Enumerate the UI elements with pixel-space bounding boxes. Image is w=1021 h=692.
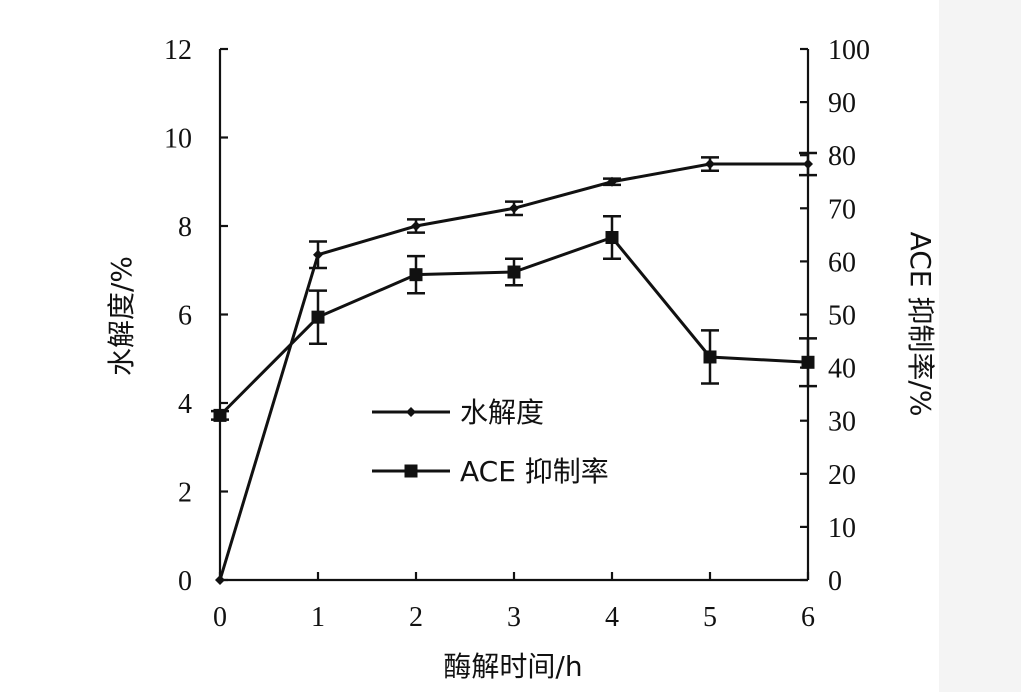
data-point	[803, 159, 813, 170]
series-layer	[211, 151, 817, 585]
data-point	[703, 350, 717, 364]
data-point	[215, 575, 225, 585]
x-tick-label: 0	[213, 602, 227, 633]
x-axis-title: 酶解时间/h	[443, 650, 582, 683]
background-strip	[939, 0, 1021, 692]
y-right-tick-label: 80	[828, 141, 856, 172]
x-tick-label: 1	[311, 602, 325, 633]
y-axis-left-title: 水解度/%	[105, 256, 138, 376]
legend: 水解度 ACE 抑制率	[372, 396, 609, 488]
data-point	[411, 221, 421, 231]
data-point	[311, 310, 325, 324]
y-right-tick-label: 10	[828, 513, 856, 544]
data-point	[313, 249, 323, 260]
x-tick-label: 6	[801, 602, 815, 633]
data-point	[607, 176, 617, 187]
y-left-tick-label: 12	[164, 35, 192, 66]
legend-marker	[406, 407, 416, 417]
y-right-tick-label: 60	[828, 247, 856, 278]
data-point	[507, 265, 521, 279]
x-tick-label: 5	[703, 602, 717, 633]
x-tick-label: 4	[605, 602, 619, 633]
data-point	[409, 268, 423, 282]
y-right-tick-label: 70	[828, 194, 856, 225]
y-left-tick-label: 10	[164, 124, 192, 155]
y-left-tick-label: 6	[178, 301, 192, 332]
y-left-tick-label: 2	[178, 478, 192, 509]
y-right-tick-label: 0	[828, 566, 842, 597]
data-point	[801, 355, 815, 369]
data-point	[705, 159, 715, 170]
y-left-tick-label: 0	[178, 566, 192, 597]
y-right-tick-label: 100	[828, 35, 870, 66]
y-left-tick-label: 4	[178, 389, 192, 420]
x-tick-label: 3	[507, 602, 521, 633]
data-point	[213, 408, 227, 422]
y-axis-right-title: ACE 抑制率/%	[904, 232, 937, 417]
legend-label: 水解度	[460, 396, 544, 429]
y-left-tick-label: 8	[178, 212, 192, 243]
data-point	[509, 203, 519, 214]
y-right-tick-label: 30	[828, 407, 856, 438]
y-right-tick-label: 40	[828, 354, 856, 385]
y-right-tick-label: 20	[828, 460, 856, 491]
legend-marker	[404, 464, 418, 478]
x-tick-label: 2	[409, 602, 423, 633]
y-right-tick-label: 90	[828, 88, 856, 119]
legend-label: ACE 抑制率	[460, 455, 609, 488]
series-line	[218, 162, 808, 581]
data-point	[605, 231, 619, 245]
y-right-tick-label: 50	[828, 301, 856, 332]
